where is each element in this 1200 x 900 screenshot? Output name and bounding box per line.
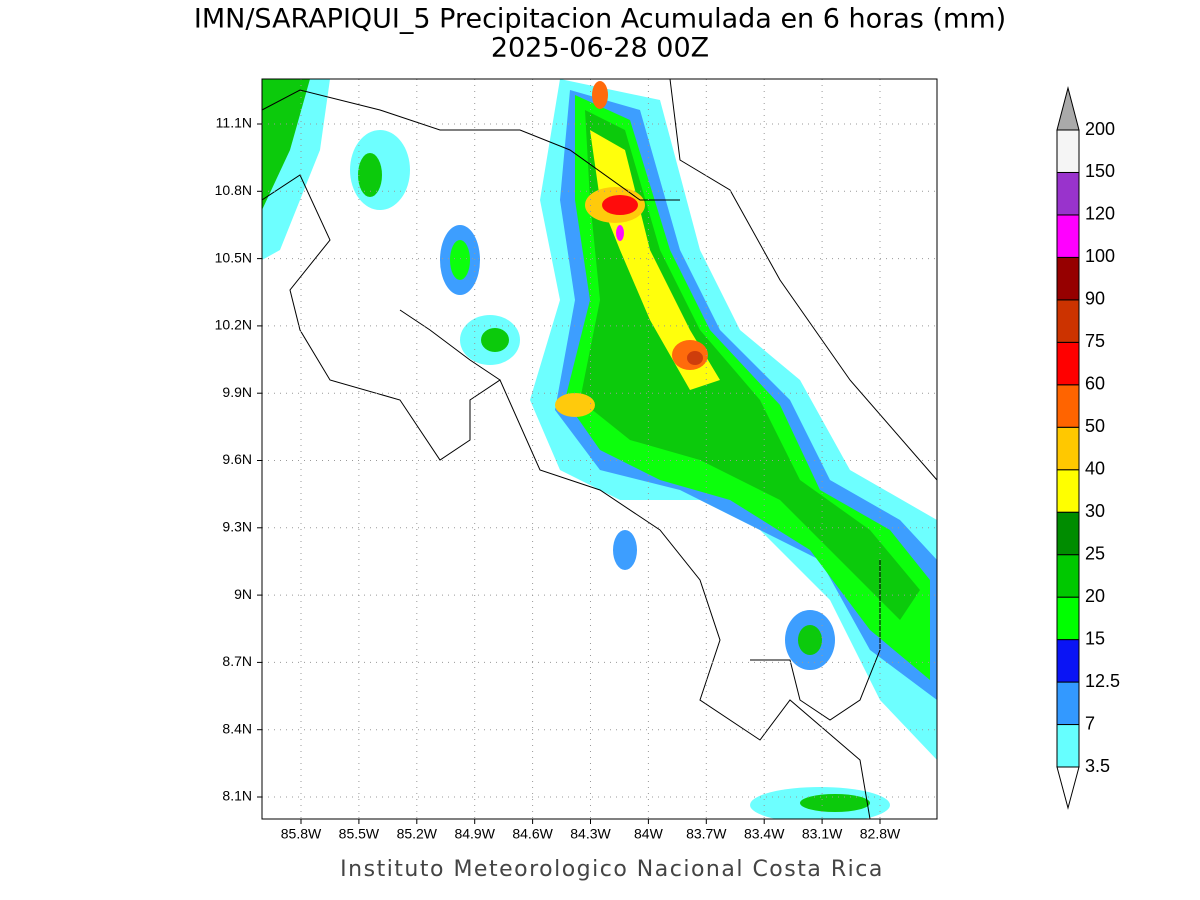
colorbar-label: 25 — [1085, 543, 1105, 563]
lat-tick-label: 10.5N — [215, 249, 252, 265]
colorbar-box — [1056, 681, 1080, 726]
lon-tick-label: 84.3W — [570, 826, 611, 842]
colorbar-label: 15 — [1085, 628, 1105, 648]
lat-tick-label: 10.2N — [215, 317, 252, 333]
lat-tick-label: 9N — [234, 586, 252, 602]
map-subtitle: 2025-06-28 00Z — [491, 33, 709, 64]
colorbar-label: 50 — [1085, 416, 1105, 436]
lon-tick-label: 84W — [634, 826, 664, 842]
lat-tick-label: 11.1N — [216, 115, 252, 131]
colorbar-box — [1056, 341, 1080, 386]
colorbar-label: 60 — [1085, 374, 1105, 394]
colorbar-box — [1056, 426, 1080, 471]
map-frame — [261, 78, 938, 820]
colorbar-label: 12.5 — [1085, 671, 1120, 691]
colorbar-under — [1056, 766, 1080, 810]
colorbar-label: 20 — [1085, 586, 1105, 606]
colorbar-label: 150 — [1085, 161, 1115, 181]
colorbar-box — [1056, 469, 1080, 513]
colorbar-box — [1056, 384, 1080, 428]
colorbar-box — [1056, 724, 1080, 768]
lon-tick-label: 82.8W — [860, 826, 901, 842]
lon-tick-label: 83.4W — [744, 826, 785, 842]
lon-tick-label: 85.5W — [339, 826, 380, 842]
lon-tick-label: 85.2W — [397, 826, 438, 842]
colorbar-box — [1056, 129, 1080, 173]
colorbar-box — [1056, 299, 1080, 343]
lon-tick-label: 84.9W — [454, 826, 495, 842]
colorbar-label: 120 — [1085, 204, 1115, 224]
colorbar-box — [1056, 171, 1080, 216]
colorbar-label: 75 — [1085, 331, 1105, 351]
colorbar-label: 30 — [1085, 501, 1105, 521]
colorbar-over — [1056, 86, 1080, 131]
colorbar-box — [1056, 511, 1080, 556]
lat-tick-label: 10.8N — [215, 182, 252, 198]
lon-tick-label: 83.1W — [802, 826, 843, 842]
colorbar-label: 40 — [1085, 458, 1105, 478]
lat-tick-label: 8.7N — [222, 653, 252, 669]
colorbar-box — [1056, 596, 1080, 641]
colorbar-label: 3.5 — [1085, 756, 1110, 776]
colorbar-label: 7 — [1085, 713, 1095, 733]
lat-tick-label: 9.6N — [222, 451, 252, 467]
lat-tick-label: 8.1N — [222, 788, 252, 804]
precipitation-field — [262, 79, 937, 819]
colorbar-label: 200 — [1085, 119, 1115, 139]
lon-tick-label: 85.8W — [281, 826, 322, 842]
lat-tick-label: 8.4N — [222, 720, 252, 736]
colorbar-label: 90 — [1085, 289, 1105, 309]
colorbar-box — [1056, 639, 1080, 683]
lat-tick-label: 9.9N — [222, 384, 252, 400]
colorbar-box — [1056, 214, 1080, 258]
lon-tick-label: 84.6W — [512, 826, 553, 842]
lon-tick-label: 83.7W — [686, 826, 727, 842]
lat-tick-label: 9.3N — [222, 519, 252, 535]
map-title: IMN/SARAPIQUI_5 Precipitacion Acumulada … — [194, 4, 1006, 35]
colorbar-box — [1056, 256, 1080, 301]
footer: Instituto Meteorologico Nacional Costa R… — [340, 857, 884, 882]
colorbar: 3.5 7 12.5 15 20 25 30 40 50 60 75 90 100 120 150 200 — [1056, 86, 1120, 810]
colorbar-label: 100 — [1085, 246, 1115, 266]
colorbar-box — [1056, 554, 1080, 598]
